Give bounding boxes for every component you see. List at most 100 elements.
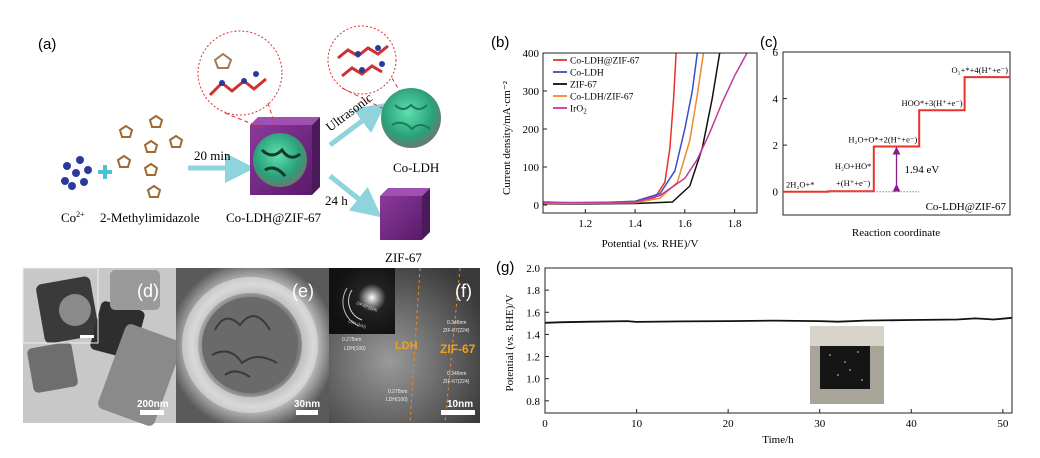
series-line-2 [543, 53, 721, 205]
series-line-3 [543, 53, 705, 205]
zif67-cube [380, 188, 430, 240]
y-tick-label-c: 6 [773, 47, 779, 59]
x-tick-label-g: 40 [906, 418, 918, 430]
step-20min-label: 20 min [194, 148, 231, 163]
x-tick-label-g: 50 [997, 418, 1009, 430]
scale-bar-e [296, 410, 318, 415]
stability-series-line [544, 316, 1013, 324]
legend-b: Co-LDH@ZIF-67 Co-LDH ZIF-67 Co-LDH/ZIF-67 Ir… [553, 57, 640, 116]
x-tick-label-b: 1.6 [678, 218, 692, 230]
legend-label: Co-LDH/ZIF-67 [570, 93, 634, 103]
x-axis-label-c: Reaction coordinate [852, 227, 940, 239]
plot-frame-g [544, 267, 1013, 414]
zoom-circle-structure-1 [197, 30, 283, 129]
panel-g-stability-chart: (g) 0 10 20 30 40 50 0.8 1.0 1.2 1.4 1.6 1.8 2.0 Tim… [496, 259, 1013, 446]
inset-scale-bar [80, 335, 94, 338]
panel-b-polarization-chart: (b) 1.2 1.4 1.6 1.8 0 100 200 300 400 Potential … [491, 34, 758, 250]
y-tick-label-g: 2.0 [526, 263, 540, 275]
sample-label-c: Co-LDH@ZIF-67 [926, 201, 1007, 213]
x-tick-label-g: 10 [631, 418, 643, 430]
y-tick-label-c: 2 [773, 140, 779, 152]
x-tick-label-b: 1.8 [728, 218, 742, 230]
saed-ring-ldh: LDH (100) [348, 318, 368, 329]
step-label: O₂+*+4(H⁺+e⁻) [951, 65, 1008, 75]
legend-label: Co-LDH [570, 69, 604, 79]
step-label: +(H⁺+e⁻) [836, 178, 870, 188]
y-tick-label-b: 200 [523, 124, 540, 136]
panel-label-c: (c) [760, 34, 778, 51]
x-axis-label-g: Time/h [762, 434, 794, 446]
panel-e-tem: (e) 30nm [176, 268, 329, 423]
intermediate-label: Co-LDH@ZIF-67 [226, 210, 322, 225]
y-axis-label-b: Current density/mA·cm⁻² [501, 80, 513, 195]
y-axis-label-g: Potential (vs. RHE)/V [504, 295, 516, 392]
step-label: H₂O+O*+2(H⁺+e⁻) [848, 135, 917, 145]
x-tick-label-g: 0 [542, 418, 548, 430]
hkl-ldh-2: LDH(100) [386, 397, 408, 403]
scale-bar-f [441, 410, 475, 415]
plot-frame-b [542, 52, 758, 214]
energy-gap-label: 1.94 eV [905, 164, 940, 176]
y-tick-label-g: 1.4 [526, 329, 540, 341]
legend-label: IrO2 [570, 105, 587, 116]
hkl-zif-2: ZIF-67(224) [443, 379, 470, 385]
panel-a-schematic: (a) Co2+ 2-Methylimidazole 20 min Co-LDH… [38, 25, 441, 265]
y-tick-label-b: 300 [523, 86, 540, 98]
y-tick-label-g: 1.8 [526, 285, 540, 297]
y-tick-label-c: 0 [773, 187, 779, 199]
step-24h-label: 24 h [325, 193, 348, 208]
legend-label: ZIF-67 [570, 81, 597, 91]
y-tick-label-b: 400 [523, 48, 540, 60]
arrow-ultrasonic [328, 103, 386, 147]
co-ldh-zif67-cube [250, 117, 320, 195]
panel-label-e: (e) [292, 281, 314, 301]
panel-f-hrtem: ZIF-67 (224) LDH (100) LDH ZIF-67 0.275n… [329, 267, 480, 424]
scale-bar-d [140, 410, 164, 415]
scale-label-f: 10nm [447, 399, 473, 410]
product-co-ldh-label: Co-LDH [393, 160, 439, 175]
electrode-photo-inset [810, 326, 884, 404]
y-tick-label-g: 1.0 [526, 374, 540, 386]
d-spacing-zif-2: 0.346nm [447, 371, 466, 377]
d-spacing-zif-1: 0.346nm [447, 320, 466, 326]
x-tick-label-b: 1.2 [578, 218, 592, 230]
panel-label-b: (b) [491, 34, 509, 51]
region-ldh-label: LDH [395, 340, 418, 352]
panel-label-g: (g) [496, 259, 514, 276]
panel-d-tem: (d) 200nm [22, 267, 182, 426]
plus-icon [98, 165, 112, 179]
y-tick-label-c: 4 [773, 94, 779, 106]
scale-label-e: 30nm [294, 399, 320, 410]
y-tick-label-g: 1.6 [526, 307, 540, 319]
series-line-0 [543, 53, 677, 205]
cobalt-ions [61, 156, 92, 190]
x-tick-label-g: 20 [723, 418, 735, 430]
panel-label-a: (a) [38, 36, 56, 53]
series-line-4 [543, 53, 748, 204]
methylimidazole-molecules [116, 114, 184, 198]
y-tick-label-g: 0.8 [526, 396, 540, 408]
panel-label-d: (d) [137, 281, 159, 301]
x-tick-label-g: 30 [814, 418, 826, 430]
product-zif67-label: ZIF-67 [385, 250, 422, 265]
x-tick-label-b: 1.4 [628, 218, 642, 230]
co-ion-label: Co2+ [61, 210, 85, 225]
step-label: HOO*+3(H⁺+e⁻) [902, 98, 963, 108]
step-label: 2H₂O+* [786, 180, 815, 190]
ligand-label: 2-Methylimidazole [100, 210, 200, 225]
d-spacing-ldh-2: 0.275nm [388, 389, 407, 395]
plot-frame-c [782, 51, 1011, 216]
co-ldh-sphere [381, 88, 441, 148]
hkl-ldh-1: LDH(100) [344, 346, 366, 352]
saed-inset: ZIF-67 (224) LDH (100) [329, 268, 395, 334]
region-zif67-label: ZIF-67 [440, 342, 476, 356]
legend-label: Co-LDH@ZIF-67 [570, 57, 640, 67]
y-tick-label-g: 1.2 [526, 352, 540, 364]
arrow-24h [328, 174, 382, 218]
step-label: H₂O+HO* [835, 161, 872, 171]
hkl-zif-1: ZIF-67(224) [443, 328, 470, 334]
panel-label-f: (f) [455, 281, 472, 301]
y-tick-label-b: 100 [523, 162, 540, 174]
panel-c-free-energy-chart: (c) 0 2 4 6 2H₂O+* H₂O+HO* +(H⁺+e⁻) H₂O+O*+2(H… [760, 34, 1011, 239]
y-tick-label-b: 0 [534, 200, 540, 212]
